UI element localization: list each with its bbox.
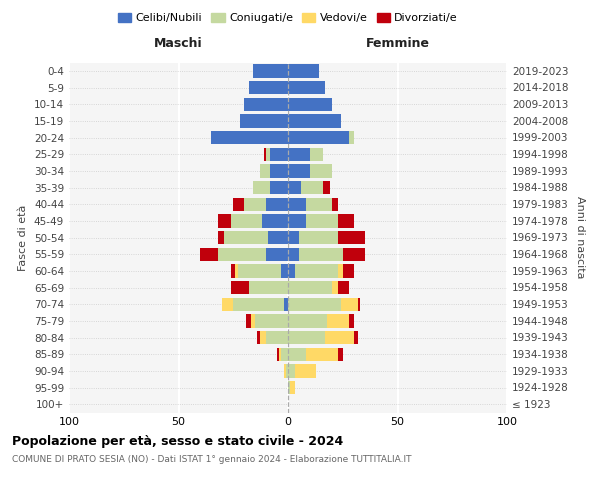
Bar bbox=[288, 248, 299, 261]
Bar bbox=[295, 264, 338, 278]
Bar bbox=[271, 164, 288, 177]
Bar bbox=[328, 314, 349, 328]
Bar bbox=[268, 231, 288, 244]
Bar bbox=[354, 331, 358, 344]
Bar bbox=[200, 248, 218, 261]
Bar bbox=[305, 198, 332, 211]
Bar bbox=[338, 214, 354, 228]
Bar bbox=[218, 214, 231, 228]
Bar bbox=[211, 131, 288, 144]
Bar bbox=[277, 348, 279, 361]
Y-axis label: Anni di nascita: Anni di nascita bbox=[575, 196, 585, 278]
Bar bbox=[240, 114, 288, 128]
Bar bbox=[238, 264, 281, 278]
Bar bbox=[288, 81, 325, 94]
Text: Popolazione per età, sesso e stato civile - 2024: Popolazione per età, sesso e stato civil… bbox=[12, 434, 343, 448]
Bar bbox=[299, 231, 338, 244]
Bar bbox=[288, 348, 305, 361]
Bar bbox=[332, 281, 338, 294]
Bar bbox=[288, 198, 305, 211]
Bar bbox=[341, 298, 358, 311]
Bar bbox=[266, 248, 288, 261]
Bar bbox=[343, 248, 365, 261]
Bar bbox=[288, 231, 299, 244]
Bar bbox=[310, 148, 323, 161]
Bar bbox=[284, 298, 288, 311]
Bar bbox=[288, 98, 332, 111]
Bar bbox=[288, 298, 341, 311]
Bar bbox=[244, 198, 266, 211]
Bar bbox=[257, 331, 260, 344]
Bar bbox=[248, 81, 288, 94]
Bar bbox=[271, 181, 288, 194]
Bar bbox=[290, 381, 295, 394]
Bar bbox=[288, 331, 325, 344]
Bar bbox=[325, 331, 354, 344]
Bar bbox=[295, 364, 316, 378]
Bar bbox=[281, 348, 288, 361]
Bar bbox=[358, 298, 360, 311]
Bar bbox=[286, 364, 288, 378]
Bar bbox=[231, 264, 235, 278]
Bar bbox=[332, 198, 338, 211]
Bar bbox=[338, 231, 365, 244]
Bar bbox=[260, 164, 271, 177]
Bar bbox=[349, 131, 354, 144]
Bar bbox=[231, 214, 262, 228]
Bar bbox=[264, 148, 266, 161]
Bar bbox=[349, 314, 354, 328]
Bar bbox=[305, 214, 338, 228]
Bar bbox=[343, 264, 354, 278]
Bar bbox=[248, 281, 288, 294]
Text: COMUNE DI PRATO SESIA (NO) - Dati ISTAT 1° gennaio 2024 - Elaborazione TUTTITALI: COMUNE DI PRATO SESIA (NO) - Dati ISTAT … bbox=[12, 455, 412, 464]
Bar bbox=[284, 364, 286, 378]
Bar bbox=[218, 248, 266, 261]
Bar bbox=[224, 231, 268, 244]
Bar bbox=[288, 314, 328, 328]
Bar bbox=[255, 314, 288, 328]
Bar bbox=[279, 348, 281, 361]
Bar bbox=[288, 214, 305, 228]
Bar bbox=[310, 164, 332, 177]
Bar bbox=[301, 181, 323, 194]
Bar bbox=[233, 298, 284, 311]
Bar bbox=[338, 348, 343, 361]
Bar bbox=[288, 148, 310, 161]
Text: Maschi: Maschi bbox=[154, 37, 203, 50]
Bar bbox=[288, 281, 332, 294]
Bar bbox=[223, 298, 233, 311]
Bar bbox=[251, 314, 255, 328]
Bar bbox=[262, 214, 288, 228]
Bar bbox=[288, 181, 301, 194]
Bar bbox=[253, 181, 271, 194]
Bar bbox=[323, 181, 329, 194]
Bar bbox=[288, 381, 290, 394]
Bar bbox=[218, 231, 224, 244]
Bar bbox=[231, 281, 248, 294]
Text: Femmine: Femmine bbox=[365, 37, 430, 50]
Bar bbox=[260, 331, 266, 344]
Bar bbox=[299, 248, 343, 261]
Bar bbox=[244, 98, 288, 111]
Bar bbox=[338, 264, 343, 278]
Legend: Celibi/Nubili, Coniugati/e, Vedovi/e, Divorziati/e: Celibi/Nubili, Coniugati/e, Vedovi/e, Di… bbox=[113, 8, 463, 28]
Bar bbox=[233, 198, 244, 211]
Bar bbox=[288, 114, 341, 128]
Bar bbox=[281, 264, 288, 278]
Bar bbox=[288, 264, 295, 278]
Bar bbox=[305, 348, 338, 361]
Bar bbox=[266, 148, 271, 161]
Y-axis label: Fasce di età: Fasce di età bbox=[19, 204, 28, 270]
Bar bbox=[235, 264, 238, 278]
Bar bbox=[288, 164, 310, 177]
Bar bbox=[266, 331, 288, 344]
Bar bbox=[266, 198, 288, 211]
Bar bbox=[253, 64, 288, 78]
Bar bbox=[288, 64, 319, 78]
Bar bbox=[288, 131, 349, 144]
Bar bbox=[338, 281, 349, 294]
Bar bbox=[271, 148, 288, 161]
Bar bbox=[247, 314, 251, 328]
Bar bbox=[288, 364, 295, 378]
